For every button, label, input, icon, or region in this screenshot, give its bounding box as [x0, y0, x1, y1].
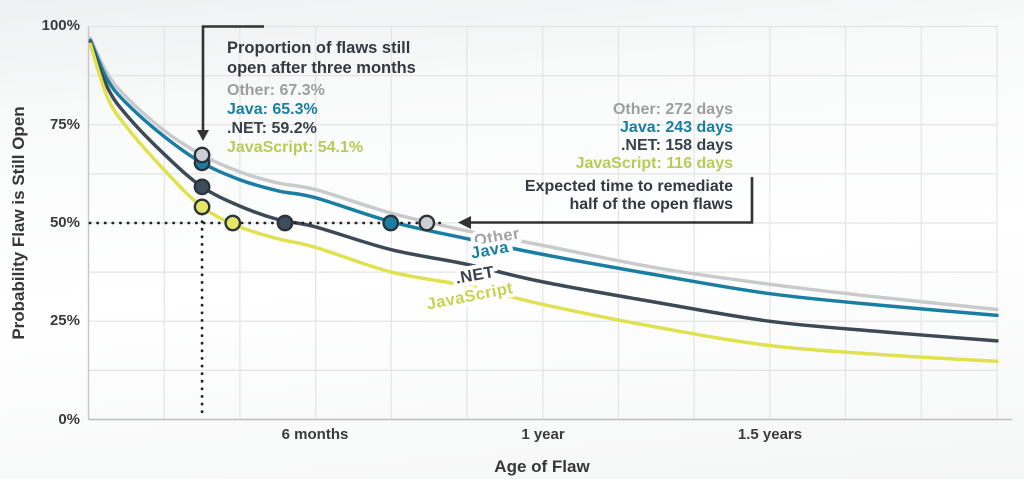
curve-net: [88, 40, 999, 343]
curve-java: [88, 38, 999, 318]
annotation-half-life: Other: 272 days Java: 243 days .NET: 158…: [433, 101, 733, 213]
arrow-to-median-dots: [470, 177, 754, 224]
arrowhead-left: [458, 216, 471, 229]
dot-net-median: [276, 214, 294, 232]
annotation-title-line: open after three months: [227, 58, 416, 77]
value-javascript: JavaScript: 116 days: [575, 155, 733, 172]
value-dotnet: .NET: 59.2%: [227, 120, 317, 137]
dot-javascript-3-months: [193, 198, 211, 216]
annotation-title-line: Proportion of flaws still: [227, 39, 411, 57]
arrowhead-down: [197, 130, 209, 141]
dot-javascript-median: [224, 214, 242, 232]
y-tick-25: 25%: [49, 312, 80, 329]
value-java: Java: 65.3%: [227, 101, 318, 118]
annotation-half-life-title: Expected time to remediate half of the o…: [433, 178, 733, 213]
annotation-half-life-values: Other: 272 days Java: 243 days .NET: 158…: [433, 101, 733, 173]
value-dotnet: .NET: 158 days: [620, 137, 733, 154]
dot-net-3-months: [193, 178, 211, 196]
dot-java-median: [382, 214, 400, 232]
y-tick-50: 50%: [49, 214, 80, 231]
x-tick-6-months: 6 months: [281, 426, 349, 443]
annotation-title-line: Expected time to remediate: [524, 178, 733, 195]
dot-other-median: [418, 214, 436, 232]
annotation-three-months: Proportion of flaws still open after thr…: [227, 39, 416, 157]
x-tick-1-5-years: 1.5 years: [737, 426, 803, 443]
value-other: Other: 67.3%: [227, 82, 325, 99]
y-axis-title: Probability Flaw is Still Open: [9, 106, 28, 340]
y-tick-100: 100%: [41, 17, 80, 34]
curve-other: [88, 36, 999, 312]
y-tick-0: 0%: [58, 411, 80, 428]
dot-other-3-months: [193, 146, 211, 164]
y-tick-75: 75%: [49, 116, 80, 133]
x-tick-1-year: 1 year: [521, 426, 565, 443]
value-javascript: JavaScript: 54.1%: [227, 139, 364, 156]
curve-javascript: [88, 42, 999, 364]
annotation-three-months-values: Other: 67.3% Java: 65.3% .NET: 59.2% Jav…: [227, 81, 416, 157]
annotation-three-months-title: Proportion of flaws still open after thr…: [227, 39, 416, 78]
annotation-title-line: half of the open flaws: [569, 195, 733, 213]
arrow-to-3-month-dots: [201, 25, 264, 132]
value-other: Other: 272 days: [612, 101, 733, 118]
x-axis-title: Age of Flaw: [494, 457, 590, 476]
value-java: Java: 243 days: [620, 119, 733, 136]
